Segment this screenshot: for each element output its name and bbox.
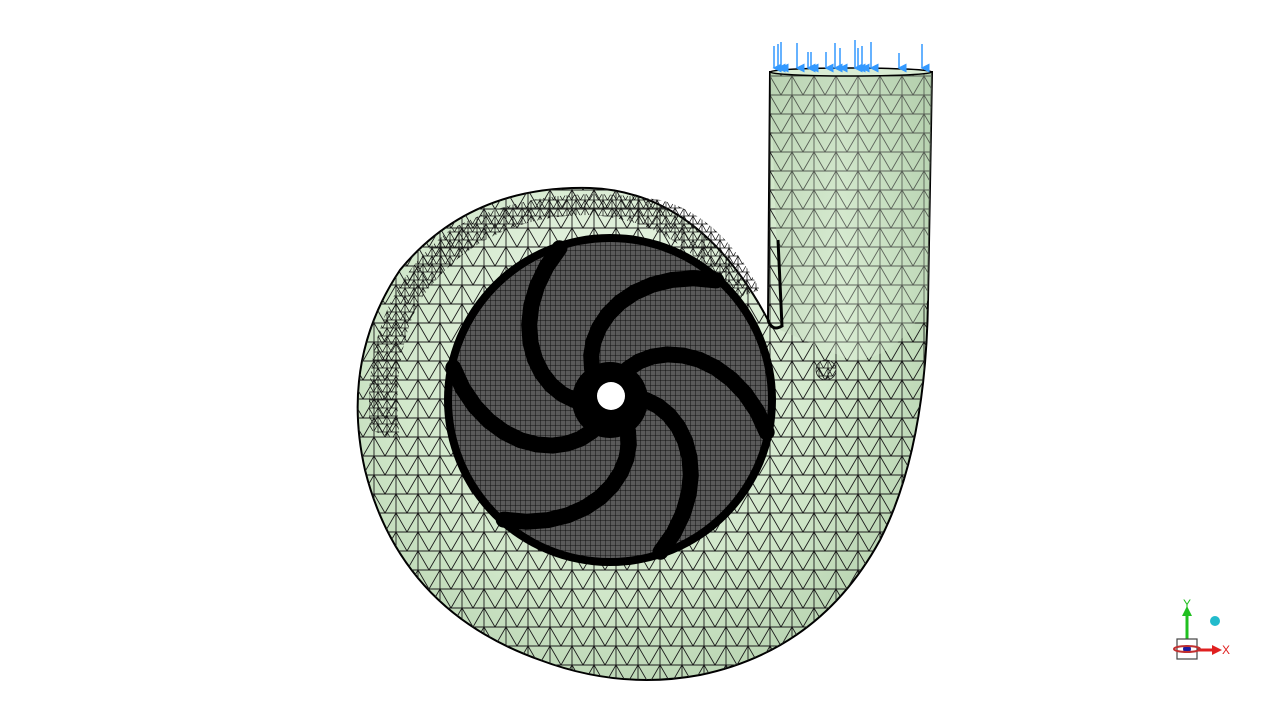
- impeller-blade: [521, 240, 582, 408]
- shaft-hole[interactable]: [597, 382, 625, 410]
- impeller[interactable]: [444, 234, 776, 566]
- volute-tongue: [766, 239, 784, 330]
- volute-casing[interactable]: [356, 67, 934, 681]
- impeller-blade: [495, 423, 637, 530]
- impeller-blades: [445, 240, 775, 560]
- mesh-refinement-spot: [815, 359, 837, 381]
- x-axis-arrow-icon: [1212, 645, 1222, 655]
- impeller-blade: [638, 392, 699, 560]
- impeller-blade: [445, 359, 600, 454]
- outlet-pipe[interactable]: [770, 72, 932, 360]
- impeller-blade: [620, 346, 775, 441]
- impeller-blade: [583, 270, 725, 377]
- triad-ring-icon: [1173, 645, 1201, 653]
- x-axis-label: X: [1222, 643, 1230, 657]
- inlet-load-arrows[interactable]: [772, 40, 930, 73]
- y-axis-arrow-icon: [1182, 606, 1192, 616]
- outlet-pipe-rim: [769, 67, 933, 77]
- y-axis-label: Y: [1183, 598, 1191, 611]
- triad-sphere-icon[interactable]: [1210, 616, 1220, 626]
- coordinate-triad[interactable]: Y X: [1160, 598, 1240, 678]
